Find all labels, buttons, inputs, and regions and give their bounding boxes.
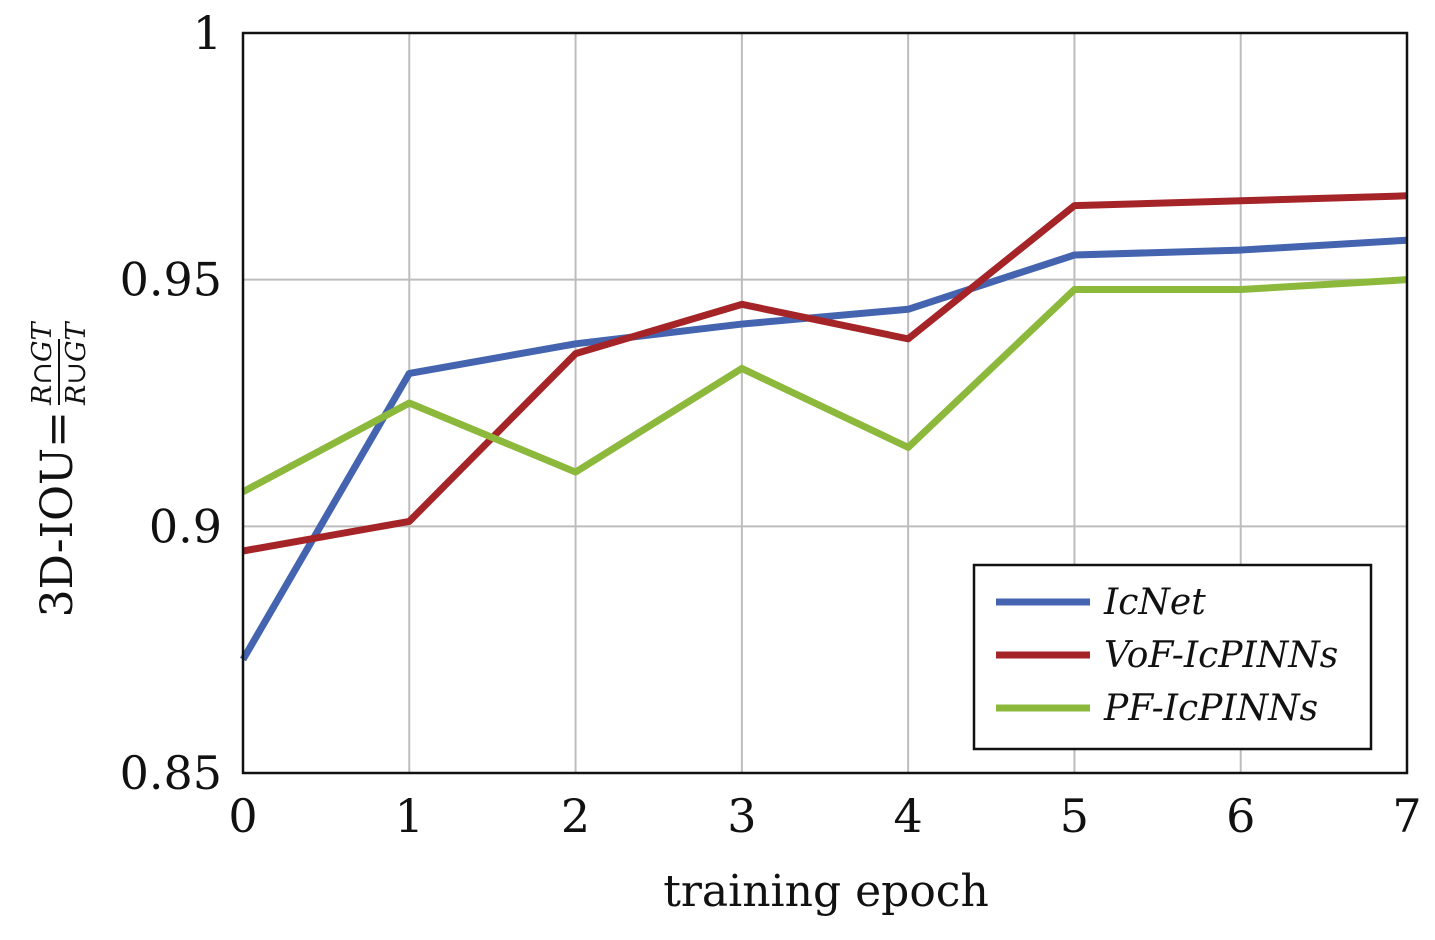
series-line-vof-icpinns [242, 192, 1408, 555]
y-tick-label: 0.85 [120, 746, 222, 800]
y-tick-labels: 0.85 0.9 0.95 1 [120, 6, 222, 800]
legend: IcNet VoF-IcPINNs PF-IcPINNs [972, 563, 1373, 751]
y-axis-label-numerator: R∩GT [27, 320, 58, 406]
y-tick-label: 0.95 [120, 253, 222, 307]
plot-frame [241, 31, 1409, 775]
x-tick-label: 7 [1392, 789, 1421, 843]
y-axis-label-denominator: R∪GT [61, 320, 92, 406]
y-tick-label: 1 [193, 6, 222, 60]
x-tick-label: 6 [1226, 789, 1255, 843]
y-axis-label: 3D-IOU= R∩GT R∪GT [27, 320, 92, 617]
x-tick-label: 3 [727, 789, 756, 843]
x-axis-label: training epoch [663, 866, 989, 917]
legend-label: IcNet [1103, 582, 1206, 623]
x-tick-label: 1 [395, 789, 424, 843]
series-line-icnet [239, 236, 1408, 662]
series-lines [239, 192, 1408, 662]
y-tick-label: 0.9 [149, 499, 222, 553]
series-line-pf-icpinns [241, 276, 1408, 495]
x-tick-labels: 0 1 2 3 4 5 6 7 [228, 789, 1421, 843]
legend-label: VoF-IcPINNs [1104, 635, 1338, 676]
x-tick-label: 0 [228, 789, 257, 843]
x-tick-label: 2 [561, 789, 590, 843]
legend-label: PF-IcPINNs [1103, 688, 1318, 729]
y-axis-label-prefix: 3D-IOU= [32, 411, 83, 617]
x-tick-label: 4 [894, 789, 923, 843]
x-tick-label: 5 [1060, 789, 1089, 843]
